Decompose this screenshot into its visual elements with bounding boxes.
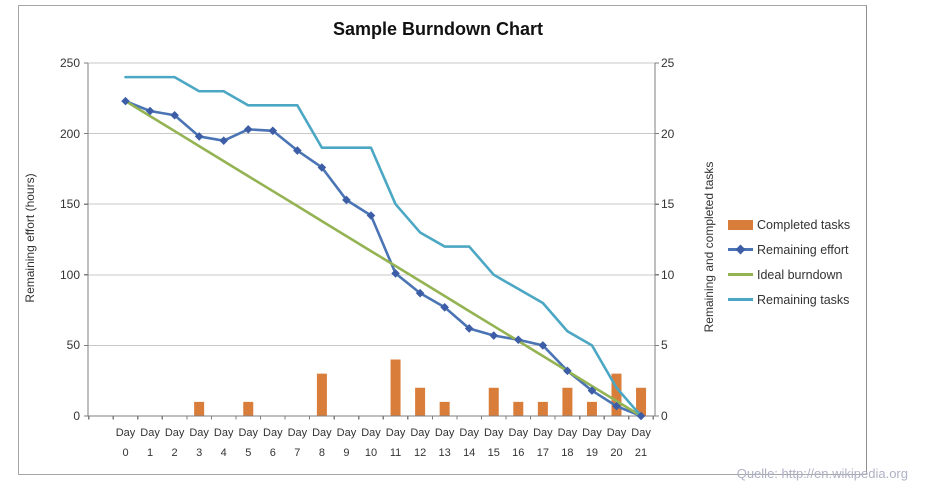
legend-label: Ideal burndown bbox=[757, 267, 843, 282]
legend-item-ideal-burndown: Ideal burndown bbox=[728, 262, 850, 287]
diamond-marker bbox=[243, 125, 253, 134]
chart-frame bbox=[18, 5, 867, 475]
diamond-marker bbox=[293, 146, 302, 155]
source-note: Quelle: http://en.wikipedia.org bbox=[736, 466, 908, 481]
line-swatch-icon bbox=[728, 295, 753, 305]
legend-label: Completed tasks bbox=[757, 217, 851, 232]
legend-label: Remaining effort bbox=[757, 242, 849, 257]
bar-completed-tasks bbox=[439, 401, 450, 416]
series-line-remaining-tasks bbox=[124, 75, 643, 418]
chart-title: Sample Burndown Chart bbox=[332, 19, 543, 39]
diamond-marker bbox=[145, 106, 155, 116]
legend: Completed tasks Remaining effort Ideal b… bbox=[728, 212, 850, 312]
legend-item-remaining-tasks: Remaining tasks bbox=[728, 287, 850, 312]
diamond-marker bbox=[219, 136, 228, 145]
bar-completed-tasks bbox=[513, 401, 524, 416]
diamond-marker bbox=[636, 411, 646, 421]
series-line-remaining-effort bbox=[124, 99, 643, 418]
diamond-marker bbox=[612, 401, 621, 411]
bar-completed-tasks bbox=[316, 373, 327, 416]
diamond-marker bbox=[489, 331, 499, 340]
line-swatch-icon bbox=[728, 270, 753, 280]
bar-completed-tasks bbox=[537, 401, 548, 416]
line-diamond-swatch-icon bbox=[728, 244, 753, 255]
diamond-marker bbox=[342, 195, 351, 205]
bar-completed-tasks bbox=[488, 387, 499, 416]
series-line-ideal-burndown bbox=[124, 99, 643, 418]
diamond-marker bbox=[415, 288, 425, 298]
diamond-marker bbox=[563, 366, 572, 376]
bar-swatch-icon bbox=[728, 219, 753, 230]
diamond-marker bbox=[464, 324, 474, 333]
bar-completed-tasks bbox=[636, 387, 647, 416]
diamond-marker bbox=[391, 269, 400, 278]
legend-item-completed-tasks: Completed tasks bbox=[728, 212, 850, 237]
diamond-marker bbox=[366, 211, 376, 220]
diamond-marker bbox=[170, 110, 179, 120]
legend-item-remaining-effort: Remaining effort bbox=[728, 237, 850, 262]
right-axis-title: Remaining and completed tasks bbox=[702, 161, 716, 333]
diamond-marker bbox=[514, 335, 523, 345]
diamond-marker bbox=[538, 341, 548, 350]
diamond-marker bbox=[194, 132, 204, 141]
bar-completed-tasks bbox=[611, 373, 622, 416]
diamond-marker bbox=[121, 96, 130, 106]
bar-completed-tasks bbox=[562, 387, 573, 416]
legend-label: Remaining tasks bbox=[757, 292, 850, 307]
bar-completed-tasks bbox=[194, 401, 205, 416]
diamond-marker bbox=[317, 163, 327, 172]
bar-completed-tasks bbox=[243, 401, 254, 416]
diamond-marker bbox=[587, 386, 597, 395]
diamond-marker bbox=[268, 126, 278, 136]
bar-completed-tasks bbox=[586, 401, 597, 416]
bar-completed-tasks bbox=[390, 359, 401, 416]
left-axis-title: Remaining effort (hours) bbox=[23, 173, 37, 303]
bar-completed-tasks bbox=[415, 387, 426, 416]
diamond-marker bbox=[440, 302, 449, 312]
